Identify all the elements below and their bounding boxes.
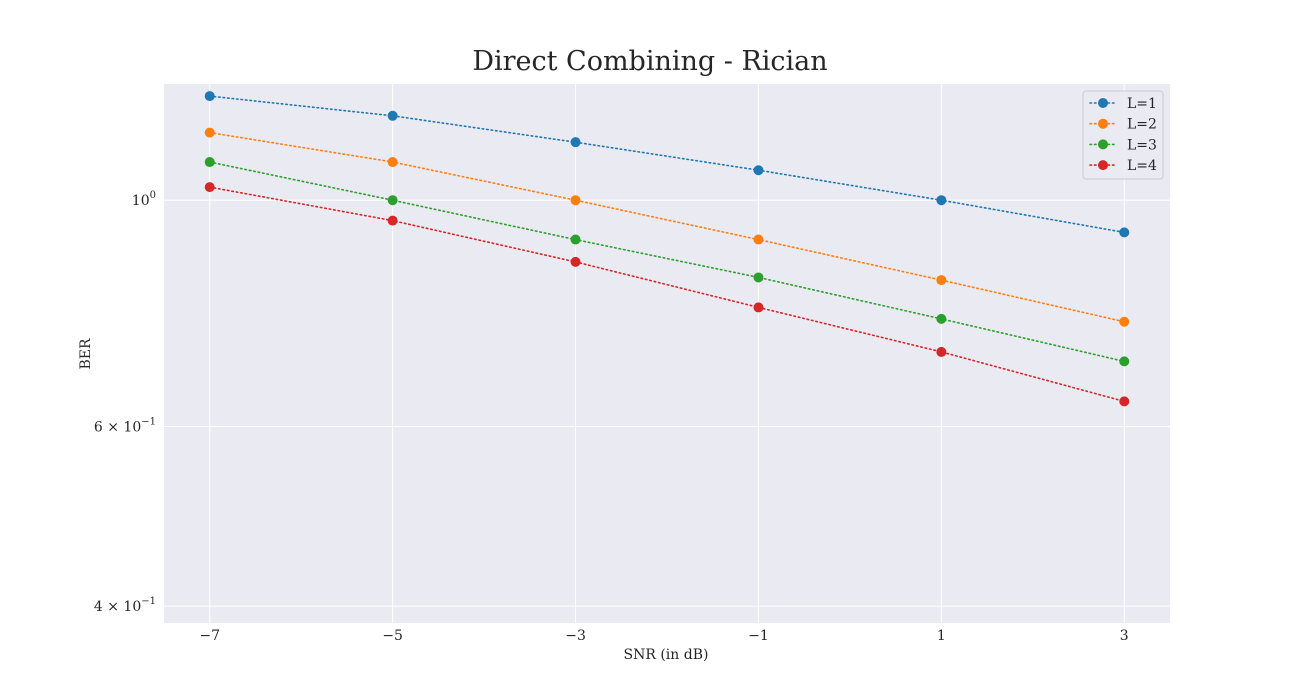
data-point xyxy=(753,234,764,245)
series-L=2 xyxy=(204,127,1130,327)
data-point xyxy=(570,256,581,267)
data-point xyxy=(387,110,398,121)
x-axis-ticks: −7 −5 −3 −1 1 3 xyxy=(199,628,1128,644)
legend-item: L=3 xyxy=(1089,137,1157,153)
y-tick-label: 6 × 10−1 xyxy=(94,416,156,435)
data-point xyxy=(753,272,764,283)
series-line xyxy=(208,95,1126,234)
x-tick-label: 1 xyxy=(937,628,946,644)
legend-item: L=1 xyxy=(1089,96,1157,112)
x-axis-label: SNR (in dB) xyxy=(624,647,709,663)
series-L=3 xyxy=(204,157,1130,367)
legend-item: L=4 xyxy=(1089,158,1157,174)
data-point xyxy=(936,275,947,286)
data-point xyxy=(570,234,581,245)
x-tick-label: −5 xyxy=(382,628,403,644)
series-line xyxy=(208,131,1126,323)
legend-label: L=4 xyxy=(1127,158,1157,174)
series-line xyxy=(208,161,1126,363)
legend-marker xyxy=(1098,98,1108,108)
legend-box xyxy=(1082,90,1164,180)
data-point xyxy=(204,127,215,138)
x-tick-label: −1 xyxy=(748,628,769,644)
data-point xyxy=(1119,227,1130,238)
x-tick-label: −3 xyxy=(565,628,586,644)
x-tick-label: −7 xyxy=(199,628,220,644)
series xyxy=(204,91,1130,407)
legend-marker xyxy=(1098,139,1108,150)
data-point xyxy=(387,195,398,206)
series-L=1 xyxy=(204,91,1130,238)
data-point xyxy=(1119,396,1130,407)
data-point xyxy=(204,182,215,193)
y-axis-ticks: 100 6 × 10−1 4 × 10−1 xyxy=(94,190,156,615)
data-point xyxy=(1119,316,1130,327)
x-tick-label: 3 xyxy=(1120,628,1129,644)
data-point xyxy=(204,157,215,168)
data-point xyxy=(936,346,947,357)
data-point xyxy=(570,195,581,206)
legend-marker xyxy=(1098,160,1108,171)
y-tick-label: 4 × 10−1 xyxy=(94,596,156,615)
y-tick-label: 100 xyxy=(132,190,156,209)
y-axis-label: BER xyxy=(78,338,94,370)
series-L=4 xyxy=(204,182,1130,407)
series-line xyxy=(208,186,1126,403)
legend-label: L=3 xyxy=(1127,137,1157,153)
chart-title: Direct Combining - Rician xyxy=(472,46,827,77)
legend-label: L=1 xyxy=(1127,96,1157,112)
data-point xyxy=(936,313,947,324)
data-point xyxy=(936,195,947,206)
data-point xyxy=(1119,356,1130,367)
legend: L=1 L=2 L=3 L=4 xyxy=(1082,90,1164,180)
legend-item: L=2 xyxy=(1089,117,1157,133)
legend-label: L=2 xyxy=(1127,117,1157,133)
data-point xyxy=(753,165,764,176)
plot-area xyxy=(164,84,1170,623)
data-point xyxy=(387,157,398,168)
data-point xyxy=(570,137,581,148)
data-point xyxy=(753,302,764,313)
legend-marker xyxy=(1098,118,1108,129)
data-point xyxy=(387,215,398,226)
data-point xyxy=(204,91,215,102)
